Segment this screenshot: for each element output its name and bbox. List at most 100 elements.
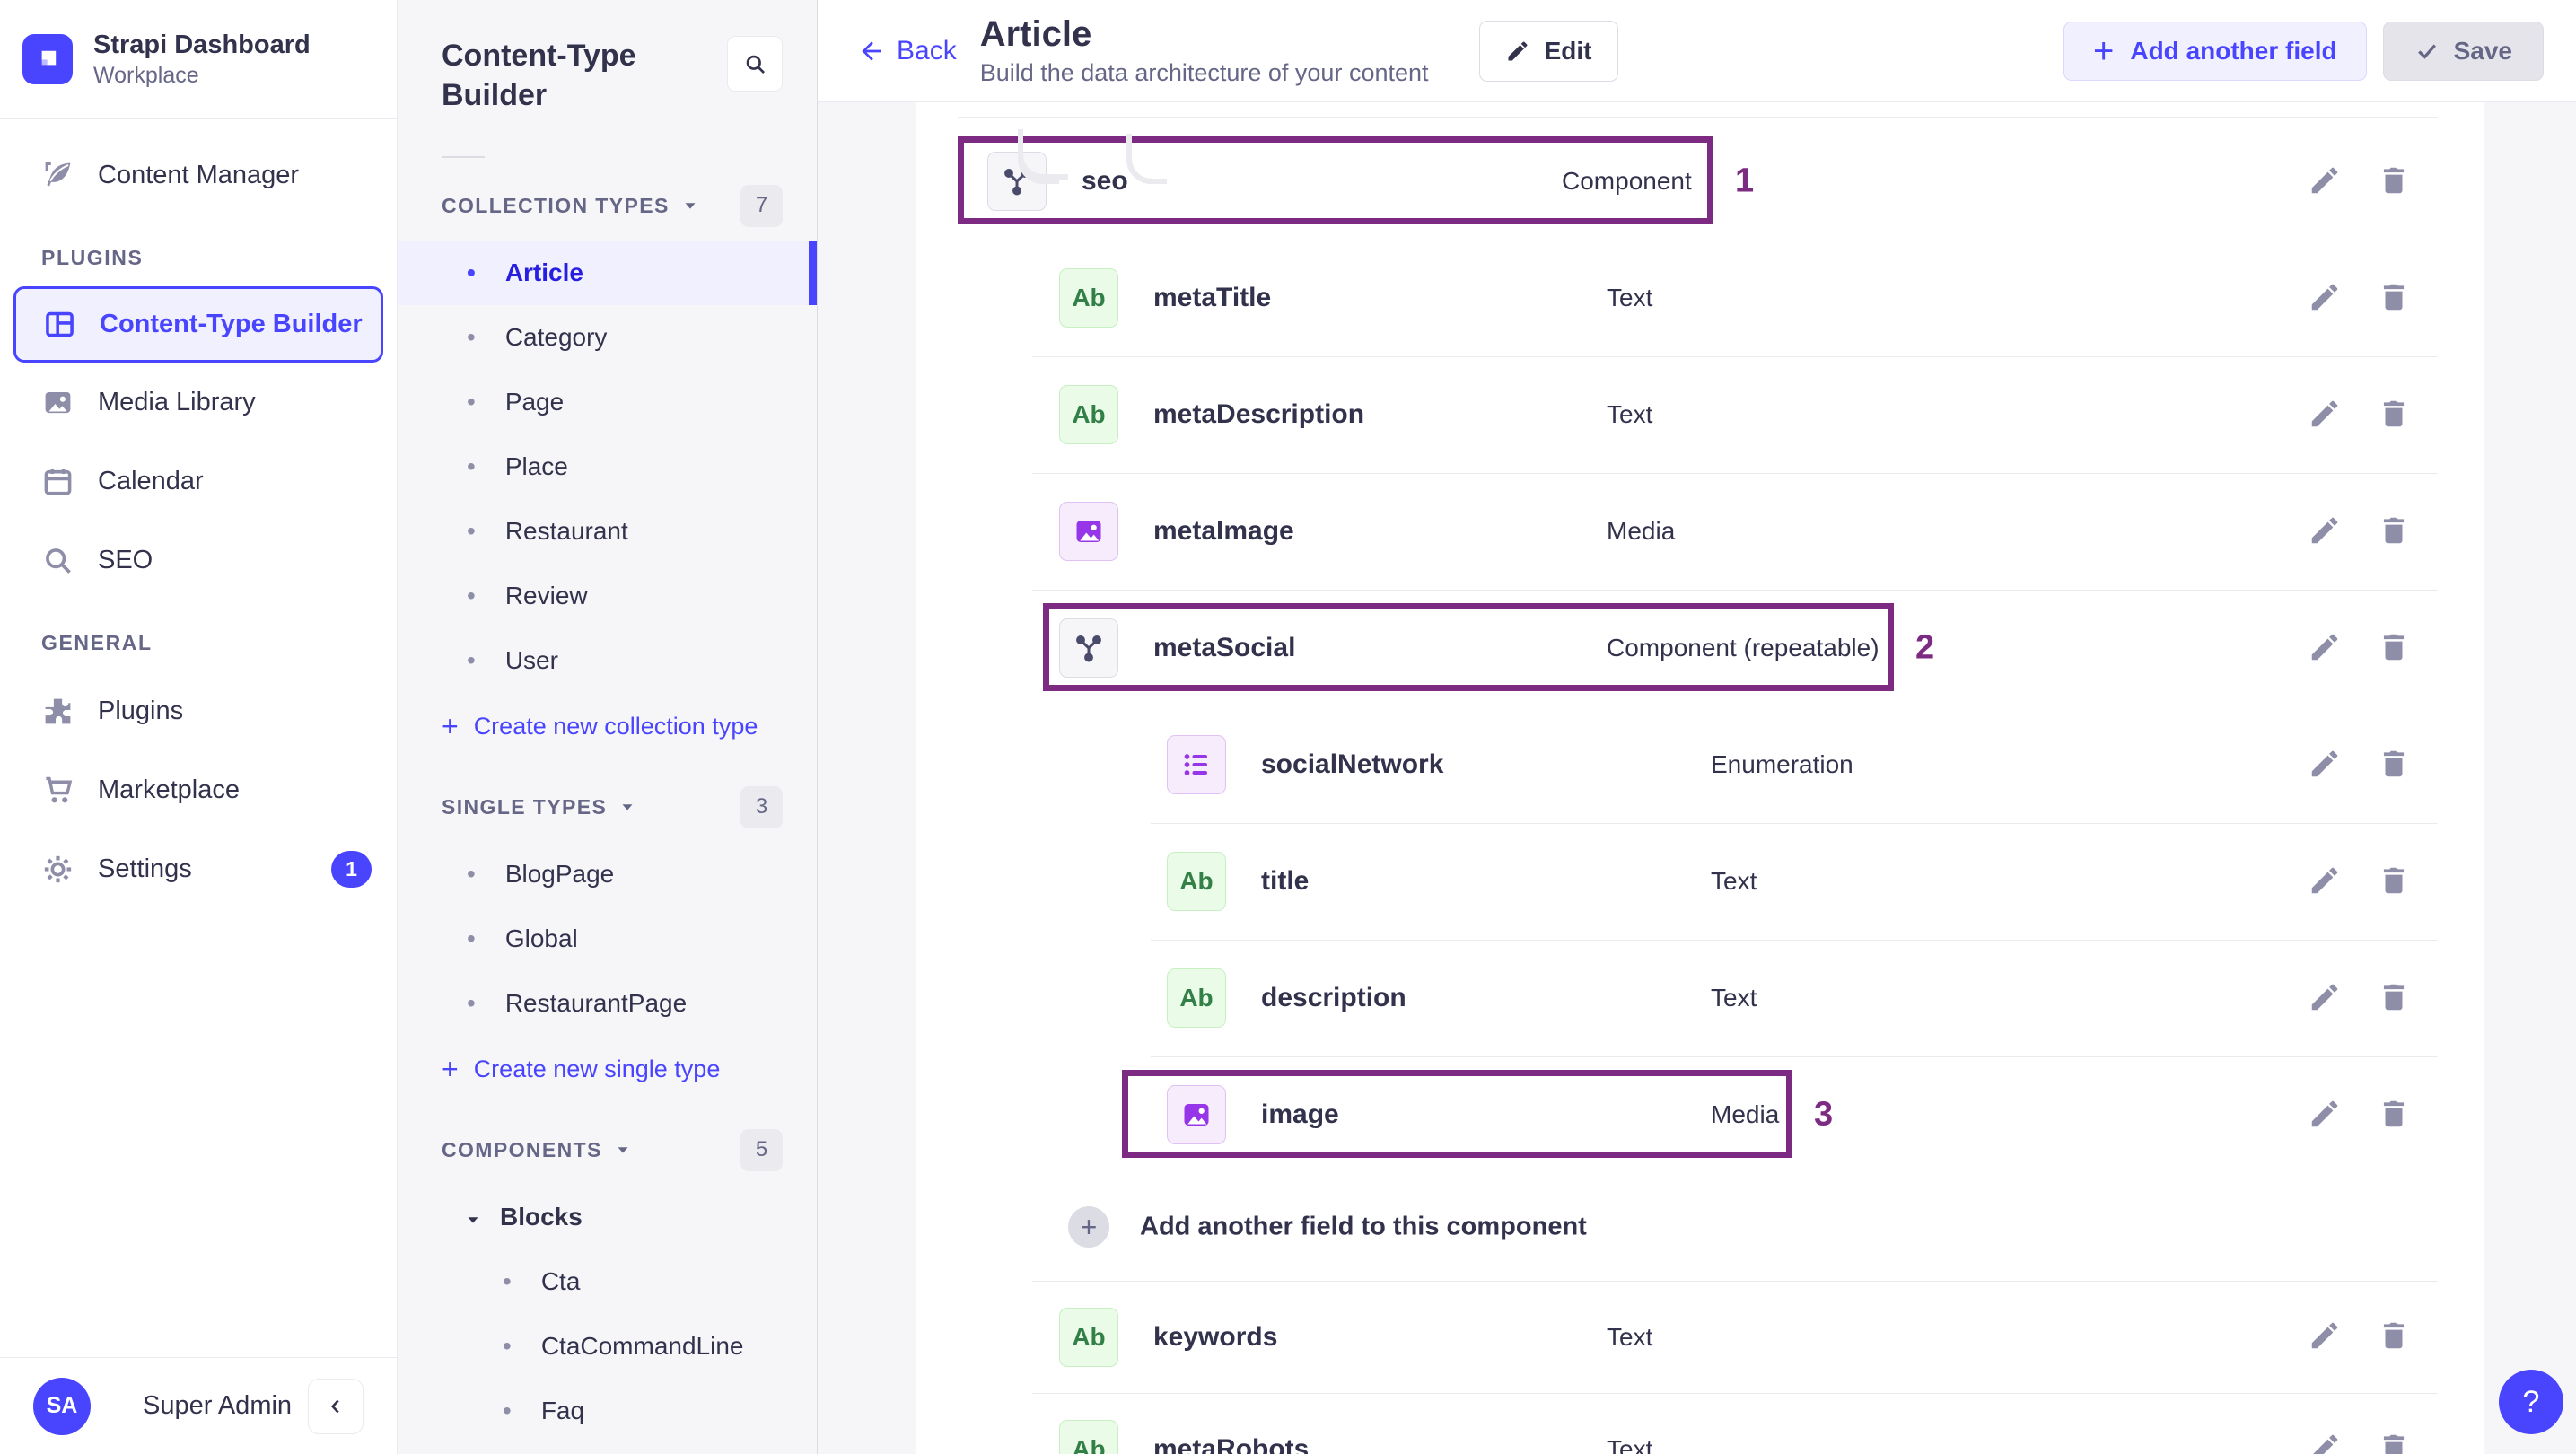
bullet-icon: •	[503, 1267, 512, 1295]
field-type: Text	[1607, 400, 1653, 428]
subnav-section-toggle[interactable]: COMPONENTS	[442, 1138, 633, 1162]
help-button[interactable]: ?	[2499, 1370, 2563, 1434]
delete-field-button[interactable]	[2374, 278, 2414, 318]
divider	[1032, 356, 2438, 357]
divider	[1032, 590, 2438, 591]
delete-field-button[interactable]	[2374, 395, 2414, 434]
sidebar-item-calendar[interactable]: Calendar	[0, 442, 397, 521]
delete-field-button[interactable]	[2374, 512, 2414, 551]
subnav-item-user[interactable]: • User	[398, 628, 817, 693]
edit-field-button[interactable]	[2305, 278, 2344, 318]
subnav-action-label: Create new collection type	[473, 712, 758, 740]
sidebar-item-label: Calendar	[98, 466, 204, 495]
subnav-item-label: Place	[504, 452, 568, 480]
subnav-item-page[interactable]: • Page	[398, 370, 817, 434]
delete-field-button[interactable]	[2374, 1318, 2414, 1357]
subnav-item-review[interactable]: • Review	[398, 564, 817, 628]
edit-field-button[interactable]	[2305, 628, 2344, 668]
annotation-number: 3	[1814, 1095, 1834, 1134]
delete-field-button[interactable]	[2374, 1430, 2414, 1454]
sidebar-item-content-manager[interactable]: Content Manager	[0, 136, 397, 215]
subnav-item-faq[interactable]: • Faq	[398, 1379, 817, 1443]
delete-field-button[interactable]	[2374, 862, 2414, 901]
image-icon	[41, 386, 74, 419]
edit-field-button[interactable]	[2305, 1430, 2344, 1454]
text-field-icon: Ab	[1167, 852, 1226, 911]
sidebar-item-marketplace[interactable]: Marketplace	[0, 750, 397, 829]
field-row-metaSocial: metaSocial Component (repeatable) 2	[916, 590, 2484, 706]
subnav-item-label: Cta	[540, 1267, 581, 1295]
delete-field-button[interactable]	[2374, 162, 2414, 201]
search-button[interactable]	[727, 36, 783, 92]
subnav-item-restaurant[interactable]: • Restaurant	[398, 499, 817, 564]
save-button[interactable]: Save	[2382, 21, 2544, 81]
sidebar-item-plugins[interactable]: Plugins	[0, 671, 397, 750]
sidebar-section-label: PLUGINS	[41, 246, 144, 269]
subnav-item-cta[interactable]: • Cta	[398, 1249, 817, 1314]
field-type: Text	[1607, 284, 1653, 311]
subnav-action-create-new-collection-type[interactable]: + Create new collection type	[398, 693, 817, 759]
subnav-section-toggle[interactable]: COLLECTION TYPES	[442, 194, 700, 218]
component-category-blocks[interactable]: Blocks	[398, 1185, 817, 1249]
text-field-icon: Ab	[1059, 1419, 1118, 1454]
subnav-item-label: Category	[504, 323, 608, 351]
edit-button[interactable]: Edit	[1478, 20, 1618, 82]
field-name: description	[1261, 983, 1406, 1012]
back-link[interactable]: Back	[857, 36, 957, 66]
subnav-item-label: Global	[504, 924, 578, 952]
sidebar-item-media-library[interactable]: Media Library	[0, 363, 397, 442]
user-name: Super Admin	[143, 1391, 293, 1420]
sidebar-item-seo[interactable]: SEO	[0, 521, 397, 600]
cart-icon	[41, 774, 74, 807]
field-name: keywords	[1153, 1321, 1278, 1352]
bullet-icon: •	[467, 323, 476, 351]
subnav-item-global[interactable]: • Global	[398, 907, 817, 971]
field-name: metaTitle	[1153, 283, 1272, 312]
edit-field-button[interactable]	[2305, 745, 2344, 784]
app-title: Strapi Dashboard	[93, 31, 311, 59]
page-header: Back Article Build the data architecture…	[818, 0, 2576, 102]
subnav-item-article[interactable]: • Article	[398, 241, 817, 305]
subnav-item-restaurantpage[interactable]: • RestaurantPage	[398, 971, 817, 1036]
tree-elbow	[1018, 131, 1059, 182]
add-another-field-button[interactable]: + Add another field	[2063, 21, 2367, 81]
edit-field-button[interactable]	[2305, 978, 2344, 1018]
collapse-sidebar-button[interactable]	[308, 1378, 364, 1434]
edit-field-button[interactable]	[2305, 1318, 2344, 1357]
divider	[1151, 823, 2438, 824]
add-field-to-component-button[interactable]: +	[1068, 1206, 1109, 1248]
edit-field-button[interactable]	[2305, 395, 2344, 434]
subnav-item-features[interactable]: •Features	[398, 1443, 817, 1454]
sidebar-item-settings[interactable]: Settings 1	[0, 829, 397, 908]
subnav-item-category[interactable]: • Category	[398, 305, 817, 370]
check-icon	[2417, 44, 2436, 59]
bullet-icon: •	[503, 1397, 512, 1424]
field-type: Enumeration	[1711, 750, 1853, 778]
delete-field-button[interactable]	[2374, 745, 2414, 784]
edit-field-button[interactable]	[2305, 512, 2344, 551]
subnav-item-blogpage[interactable]: • BlogPage	[398, 842, 817, 907]
bullet-icon: •	[467, 860, 476, 888]
delete-field-button[interactable]	[2374, 978, 2414, 1018]
enumeration-field-icon	[1167, 735, 1226, 794]
sidebar-item-label: Settings	[98, 854, 192, 883]
subnav-action-create-new-single-type[interactable]: + Create new single type	[398, 1036, 817, 1102]
bullet-icon: •	[467, 924, 476, 952]
field-name: metaDescription	[1153, 399, 1365, 429]
field-type: Text	[1711, 867, 1757, 895]
delete-field-button[interactable]	[2374, 1095, 2414, 1134]
divider	[442, 156, 485, 158]
add-field-to-component-label: Add another field to this component	[1140, 1212, 1587, 1241]
bullet-icon: •	[467, 646, 476, 674]
edit-field-button[interactable]	[2305, 162, 2344, 201]
field-type: Component	[1562, 167, 1692, 195]
edit-field-button[interactable]	[2305, 1095, 2344, 1134]
sidebar-item-content-type-builder[interactable]: Content-Type Builder	[13, 286, 383, 363]
add-field-label: Add another field	[2130, 36, 2337, 65]
subnav-section-toggle[interactable]: SINGLE TYPES	[442, 795, 637, 819]
edit-field-button[interactable]	[2305, 862, 2344, 901]
delete-field-button[interactable]	[2374, 628, 2414, 668]
subnav-item-label: CtaCommandLine	[540, 1332, 744, 1360]
subnav-item-place[interactable]: • Place	[398, 434, 817, 499]
subnav-item-ctacommandline[interactable]: • CtaCommandLine	[398, 1314, 817, 1379]
